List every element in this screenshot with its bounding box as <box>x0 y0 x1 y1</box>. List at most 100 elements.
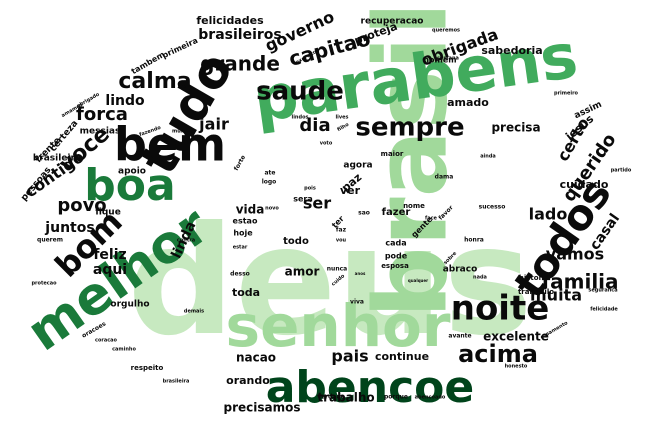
cloud-word-demais: demais <box>184 309 204 315</box>
cloud-word-faz: faz <box>336 227 347 234</box>
cloud-word-seguranca: seguranca <box>588 288 617 294</box>
cloud-word-precisa: precisa <box>491 121 540 135</box>
cloud-word-saude: saude <box>256 77 344 107</box>
cloud-word-amado: amado <box>447 96 489 109</box>
cloud-word-nacao: nacao <box>236 351 276 365</box>
cloud-word-sabedoria: sabedoria <box>481 44 542 57</box>
cloud-word-contra: contra <box>177 238 195 244</box>
cloud-word-felicidade: felicidade <box>590 307 618 313</box>
cloud-word-honesto: honesto <box>505 364 528 370</box>
cloud-word-sempre: sempre <box>355 113 464 143</box>
cloud-word-fazer: fazer <box>382 207 411 218</box>
cloud-word-qualquer: qualquer <box>408 278 428 283</box>
cloud-word-messias: messias <box>80 127 121 137</box>
cloud-word-ver: ver <box>340 184 361 197</box>
cloud-word-amor: amor <box>285 265 320 279</box>
cloud-word-anos: anos <box>355 271 366 276</box>
cloud-word-respeito: respeito <box>131 364 164 372</box>
cloud-word-nome: nome <box>403 202 425 210</box>
cloud-word-porque: porque <box>384 394 408 401</box>
cloud-word-semana: semana <box>437 56 459 62</box>
cloud-word-mulher: mulher <box>172 129 192 135</box>
cloud-word-noite: noite <box>451 289 550 329</box>
cloud-word-pois: pois <box>304 186 316 192</box>
cloud-word-forca: forca <box>76 104 128 125</box>
cloud-word-nunca: nunca <box>327 266 347 273</box>
cloud-word-povo: povo <box>57 195 106 216</box>
cloud-word-ate: ate <box>265 170 276 177</box>
cloud-word-primeiro: primeiro <box>554 91 579 97</box>
cloud-word-desso: desso <box>230 271 250 278</box>
cloud-word-cuidado: cuidado <box>560 178 609 191</box>
cloud-word-novo: novo <box>265 206 279 212</box>
cloud-word-continue: continue <box>375 350 429 363</box>
cloud-word-bem: bem <box>114 118 226 172</box>
cloud-word-familia: familia <box>541 270 618 294</box>
cloud-word-fique: fique <box>95 208 121 218</box>
cloud-word-recuperacao: recuperacao <box>361 17 424 27</box>
cloud-word-apoio: apoio <box>118 167 146 177</box>
cloud-word-calma: calma <box>118 69 191 94</box>
cloud-word-juntos: juntos <box>44 220 94 236</box>
cloud-word-trabalho: trabalho <box>317 391 374 405</box>
cloud-word-ser: ser <box>303 194 331 213</box>
cloud-word-abencoado: abencoado <box>415 395 446 401</box>
cloud-word-lindos: lindos <box>292 115 309 121</box>
cloud-word-pode: pode <box>385 252 408 261</box>
cloud-word-agora: agora <box>343 161 372 171</box>
cloud-word-dama: dama <box>435 174 454 181</box>
cloud-word-sao: sao <box>358 210 370 217</box>
cloud-word-honra: honra <box>464 237 484 244</box>
cloud-word-aqui: aqui <box>93 262 127 278</box>
cloud-word-maior: maior <box>381 150 404 158</box>
cloud-word-coracao: coracao <box>95 338 118 344</box>
cloud-word-nada: nada <box>473 275 487 281</box>
cloud-word-forte: forte <box>233 154 247 172</box>
cloud-word-sera: sera <box>293 195 313 204</box>
cloud-word-estao: estao <box>233 217 258 226</box>
cloud-word-feliz: feliz <box>93 247 126 263</box>
cloud-word-estar: estar <box>233 245 248 251</box>
cloud-word-deus: deus <box>127 195 532 369</box>
cloud-word-lives: lives <box>335 115 348 121</box>
cloud-word-grande: grande <box>200 52 280 76</box>
cloud-word-brasileiros: brasileiros <box>198 27 281 43</box>
cloud-word-viva: viva <box>350 299 364 306</box>
cloud-word-orando: orando <box>226 374 270 387</box>
cloud-word-jair: jair <box>198 115 229 134</box>
cloud-word-filho: filho <box>336 121 350 133</box>
cloud-word-brasil: brasil <box>352 2 469 318</box>
cloud-word-brasileira: brasileira <box>163 379 190 385</box>
cloud-word-querem: querem <box>37 237 63 244</box>
cloud-word-caminho: caminho <box>112 347 136 353</box>
cloud-word-felicidades: felicidades <box>196 14 264 27</box>
cloud-word-cada: cada <box>385 239 406 248</box>
cloud-word-logo: logo <box>262 179 277 186</box>
cloud-word-acima: acima <box>458 340 538 368</box>
cloud-word-ainda: ainda <box>480 154 496 160</box>
cloud-word-lado: lado <box>529 205 568 224</box>
cloud-word-boa: boa <box>84 160 175 211</box>
cloud-word-voto: voto <box>320 141 333 147</box>
cloud-word-sucesso: sucesso <box>479 204 506 211</box>
cloud-word-esposa: esposa <box>381 262 409 270</box>
cloud-word-verdade: verdade <box>317 394 345 401</box>
cloud-word-partido: partido <box>611 168 632 174</box>
cloud-word-lindo: lindo <box>105 93 145 109</box>
cloud-word-protecao: protecao <box>31 281 57 287</box>
cloud-word-face: face <box>425 216 438 222</box>
cloud-word-orgulho: orgulho <box>110 300 149 310</box>
cloud-word-hoje: hoje <box>233 229 253 238</box>
cloud-word-dia: dia <box>299 115 330 136</box>
cloud-word-abencoe: abencoe <box>266 362 475 413</box>
cloud-word-precisamos: precisamos <box>223 401 300 415</box>
cloud-word-vamos: vamos <box>546 245 604 264</box>
cloud-word-muita: muita <box>530 286 582 305</box>
cloud-word-homem: homem <box>423 56 456 65</box>
cloud-word-excelente: excelente <box>483 330 549 344</box>
cloud-word-senhor: senhor <box>226 292 451 360</box>
cloud-word-queremos: queremos <box>432 28 460 34</box>
cloud-word-pais: pais <box>331 347 368 366</box>
cloud-word-tranquilo: tranquilo <box>518 288 554 296</box>
